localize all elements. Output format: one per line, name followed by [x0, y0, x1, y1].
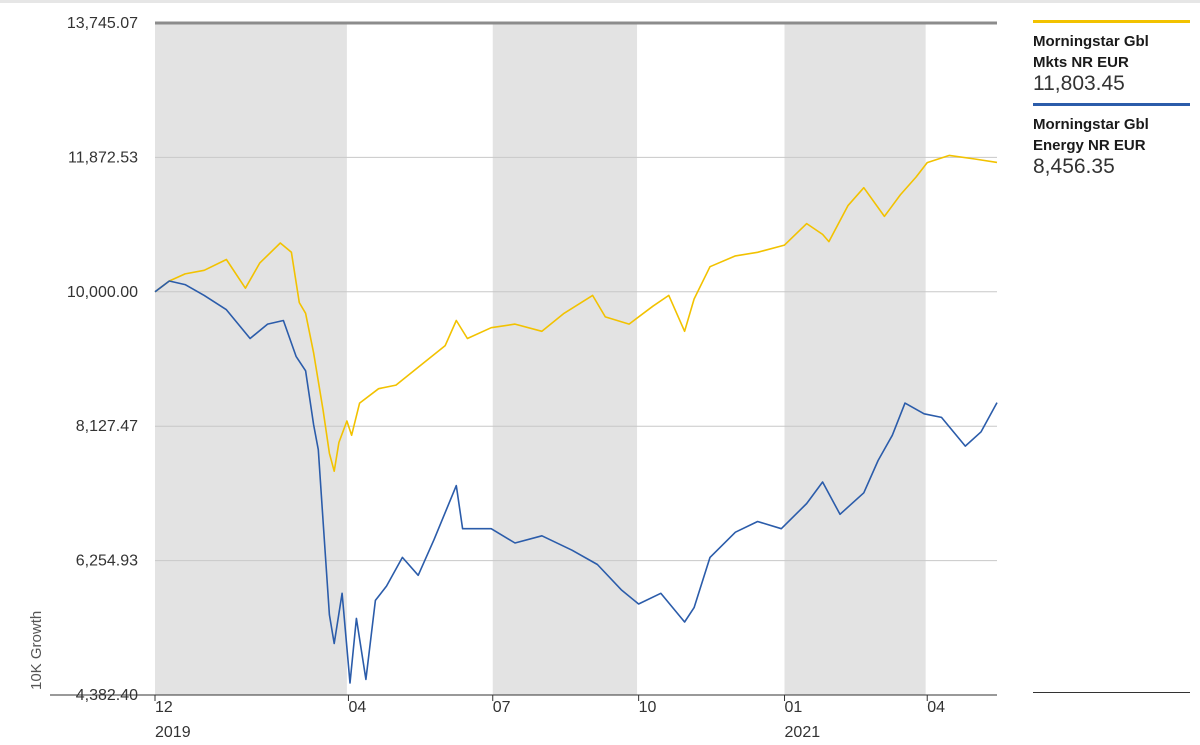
y-tick-label: 6,254.93: [76, 553, 138, 570]
y-tick-label: 10,000.00: [67, 284, 138, 301]
shaded-periods: [155, 23, 926, 695]
x-tick-label: 04: [927, 699, 945, 716]
x-tick-year: 2019: [155, 724, 191, 741]
top-rule: [0, 0, 1200, 3]
x-tick-label: 12: [155, 699, 173, 716]
y-tick-label: 13,745.07: [67, 15, 138, 32]
legend-value: 11,803.45: [1033, 72, 1125, 95]
y-tick-label: 8,127.47: [76, 418, 138, 435]
series-line-1: [154, 154, 998, 472]
axes: 12 2019 04 07 10 01 2021 04: [50, 21, 997, 741]
series-line-2: [154, 280, 998, 684]
legend: Morningstar Gbl Mkts NR EUR 11,803.45 Mo…: [1033, 20, 1190, 186]
x-tick-label: 01: [785, 699, 803, 716]
series-lines: [154, 154, 998, 684]
shaded-period: [784, 23, 926, 695]
legend-value: 8,456.35: [1033, 155, 1115, 178]
legend-label: Morningstar Gbl Mkts NR EUR: [1033, 33, 1149, 71]
legend-item-gbl-energy: Morningstar Gbl Energy NR EUR 8,456.35: [1033, 103, 1190, 178]
x-tick-year: 2021: [785, 724, 821, 741]
shaded-period: [155, 23, 347, 695]
legend-item-gbl-mkts: Morningstar Gbl Mkts NR EUR 11,803.45: [1033, 20, 1190, 95]
legend-label: Morningstar Gbl Energy NR EUR: [1033, 116, 1149, 154]
shaded-period: [492, 23, 638, 695]
y-tick-label: 11,872.53: [68, 149, 138, 166]
x-tick-label: 10: [639, 699, 657, 716]
x-tick-label: 07: [493, 699, 511, 716]
legend-divider: [1033, 692, 1190, 693]
x-tick-label: 04: [348, 699, 366, 716]
chart-plot: 13,745.07 11,872.53 10,000.00 8,127.47 6,254…: [28, 15, 998, 741]
y-axis-label: 10K Growth: [28, 611, 45, 690]
